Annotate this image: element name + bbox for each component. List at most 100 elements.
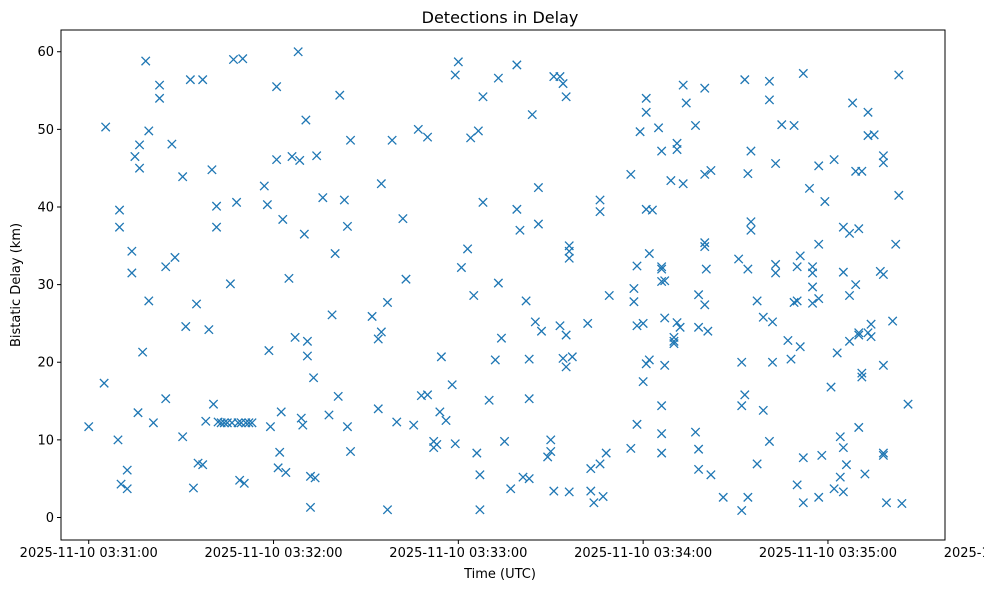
data-point [656, 146, 667, 156]
data-point [302, 351, 313, 361]
data-point [878, 158, 889, 168]
y-tick-label: 0 [46, 511, 54, 526]
data-point [287, 151, 297, 162]
x-tick-label: 2025-11-10 03:31:00 [20, 546, 158, 561]
data-point [432, 439, 442, 450]
data-point [595, 206, 605, 217]
data-point [798, 453, 808, 463]
data-point [373, 334, 383, 344]
data-point [339, 195, 350, 205]
data-point [493, 278, 504, 288]
data-point [236, 418, 246, 428]
data-point [792, 262, 802, 272]
data-point [894, 70, 904, 80]
data-point [669, 336, 679, 346]
data-point [436, 352, 447, 362]
data-point [273, 463, 283, 473]
data-point [134, 140, 145, 150]
data-point [305, 502, 316, 513]
data-point [518, 472, 528, 482]
data-point [854, 422, 864, 433]
data-point [564, 253, 574, 263]
data-point [795, 342, 805, 352]
data-point [298, 420, 308, 430]
data-point [113, 435, 123, 445]
data-points [84, 47, 913, 516]
data-point [546, 435, 556, 445]
data-point [335, 90, 345, 100]
data-point [598, 491, 608, 502]
data-point [422, 132, 433, 142]
data-point [456, 262, 467, 273]
data-point [814, 293, 824, 304]
data-point [857, 368, 867, 378]
data-point [154, 80, 165, 90]
data-point [700, 169, 710, 180]
data-point [345, 446, 356, 457]
data-point [233, 418, 243, 428]
data-point [99, 378, 109, 388]
x-tick-label: 2025-11-10 03:32:00 [204, 546, 342, 561]
data-point [521, 296, 531, 306]
data-point [373, 404, 383, 414]
data-point [204, 324, 214, 335]
data-point [601, 448, 611, 458]
data-point [170, 252, 180, 263]
data-point [530, 317, 541, 327]
data-point [475, 505, 485, 515]
data-point [211, 201, 222, 211]
data-point [222, 418, 232, 428]
data-point [558, 78, 568, 89]
data-point [807, 268, 818, 278]
data-point [167, 139, 177, 149]
data-point [127, 268, 137, 278]
data-point [330, 248, 340, 259]
data-point [844, 290, 855, 301]
data-point [441, 415, 451, 426]
data-point [293, 47, 303, 57]
data-point [635, 127, 645, 137]
data-point [764, 95, 775, 105]
data-point [829, 484, 839, 494]
data-point [783, 335, 793, 346]
data-point [863, 107, 873, 117]
data-point [656, 448, 667, 458]
data-point [134, 163, 145, 173]
data-point [114, 205, 125, 215]
data-point [869, 130, 879, 140]
data-point [844, 228, 855, 239]
data-point [490, 355, 500, 365]
data-point [666, 175, 676, 186]
data-point [770, 268, 781, 278]
data-point [743, 264, 753, 274]
data-point [148, 418, 159, 428]
data-point [626, 169, 636, 180]
data-point [629, 283, 639, 294]
data-point [472, 448, 482, 458]
data-point [114, 222, 125, 232]
data-point [891, 239, 901, 249]
data-point [700, 241, 710, 252]
data-point [409, 420, 419, 430]
data-point [496, 333, 507, 343]
data-point [690, 120, 701, 131]
data-point [854, 330, 864, 340]
data-point [327, 310, 337, 320]
data-point [866, 331, 876, 342]
data-point [387, 135, 397, 145]
data-point [101, 122, 111, 132]
data-point [770, 158, 781, 169]
y-tick-label: 30 [37, 278, 54, 293]
data-point [561, 92, 571, 102]
data-point [656, 401, 667, 411]
data-point [798, 68, 808, 79]
data-point [161, 394, 171, 404]
data-point [247, 418, 257, 428]
data-point [561, 362, 571, 372]
data-point [807, 282, 818, 292]
data-point [524, 354, 534, 364]
data-point [188, 483, 199, 493]
data-point [656, 264, 667, 274]
